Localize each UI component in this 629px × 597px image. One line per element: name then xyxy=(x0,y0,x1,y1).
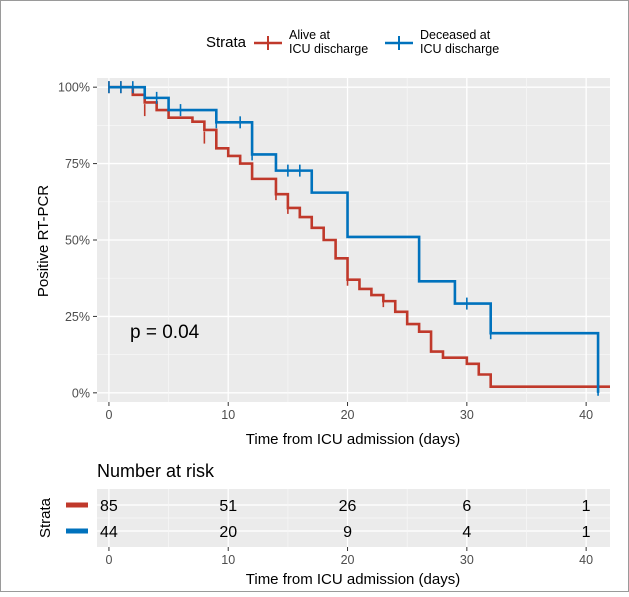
risk-table-grid xyxy=(97,489,610,547)
risk-cell: 4 xyxy=(462,524,471,541)
x-tick-label: 40 xyxy=(579,408,593,422)
legend-key-alive xyxy=(254,36,282,50)
y-tick-label: 50% xyxy=(65,234,90,248)
risk-table-axes: 0 10 20 30 40 xyxy=(105,547,593,567)
risk-x-tick-label: 40 xyxy=(579,553,593,567)
x-tick-label: 10 xyxy=(221,408,235,422)
risk-cell: 1 xyxy=(582,524,591,541)
y-tick-label: 100% xyxy=(58,81,90,95)
risk-x-tick-label: 20 xyxy=(341,553,355,567)
legend-alive-line1: Alive at xyxy=(289,28,331,42)
legend-key-deceased xyxy=(385,36,413,50)
x-tick-label: 20 xyxy=(341,408,355,422)
legend-title: Strata xyxy=(206,34,247,51)
x-tick-label: 30 xyxy=(460,408,474,422)
plot-series xyxy=(108,81,610,396)
risk-x-tick-label: 0 xyxy=(105,553,112,567)
x-axis-label: Time from ICU admission (days) xyxy=(246,431,460,448)
risk-table-xlabel: Time from ICU admission (days) xyxy=(246,571,460,588)
risk-cell: 26 xyxy=(339,498,357,515)
legend-deceased-line1: Deceased at xyxy=(420,28,491,42)
plot-grid xyxy=(97,78,610,402)
km-curve-alive xyxy=(108,85,610,389)
risk-x-tick-label: 30 xyxy=(460,553,474,567)
risk-table-title: Number at risk xyxy=(97,461,215,481)
y-tick-label: 25% xyxy=(65,310,90,324)
y-tick-label: 0% xyxy=(72,386,90,400)
risk-x-tick-label: 10 xyxy=(221,553,235,567)
legend: Strata Alive at ICU discharge Deceased a… xyxy=(206,28,499,56)
legend-alive-line2: ICU discharge xyxy=(289,42,368,56)
plot-axes: 0% 25% 50% 75% 100% 0 10 20 30 40 xyxy=(58,81,593,422)
risk-table-cells: 85 51 26 6 1 44 20 9 4 1 xyxy=(100,498,591,541)
legend-deceased-line2: ICU discharge xyxy=(420,42,499,56)
risk-cell: 9 xyxy=(343,524,352,541)
y-tick-label: 75% xyxy=(65,157,90,171)
risk-cell: 51 xyxy=(219,498,237,515)
x-tick-label: 0 xyxy=(105,408,112,422)
risk-cell: 1 xyxy=(582,498,591,515)
risk-cell: 85 xyxy=(100,498,118,515)
risk-cell: 6 xyxy=(462,498,471,515)
risk-cell: 20 xyxy=(219,524,237,541)
risk-table-ylabel: Strata xyxy=(37,497,54,538)
p-value-annotation: p = 0.04 xyxy=(130,322,200,343)
y-axis-label: Positive RT-PCR xyxy=(35,185,52,297)
risk-cell: 44 xyxy=(100,524,118,541)
